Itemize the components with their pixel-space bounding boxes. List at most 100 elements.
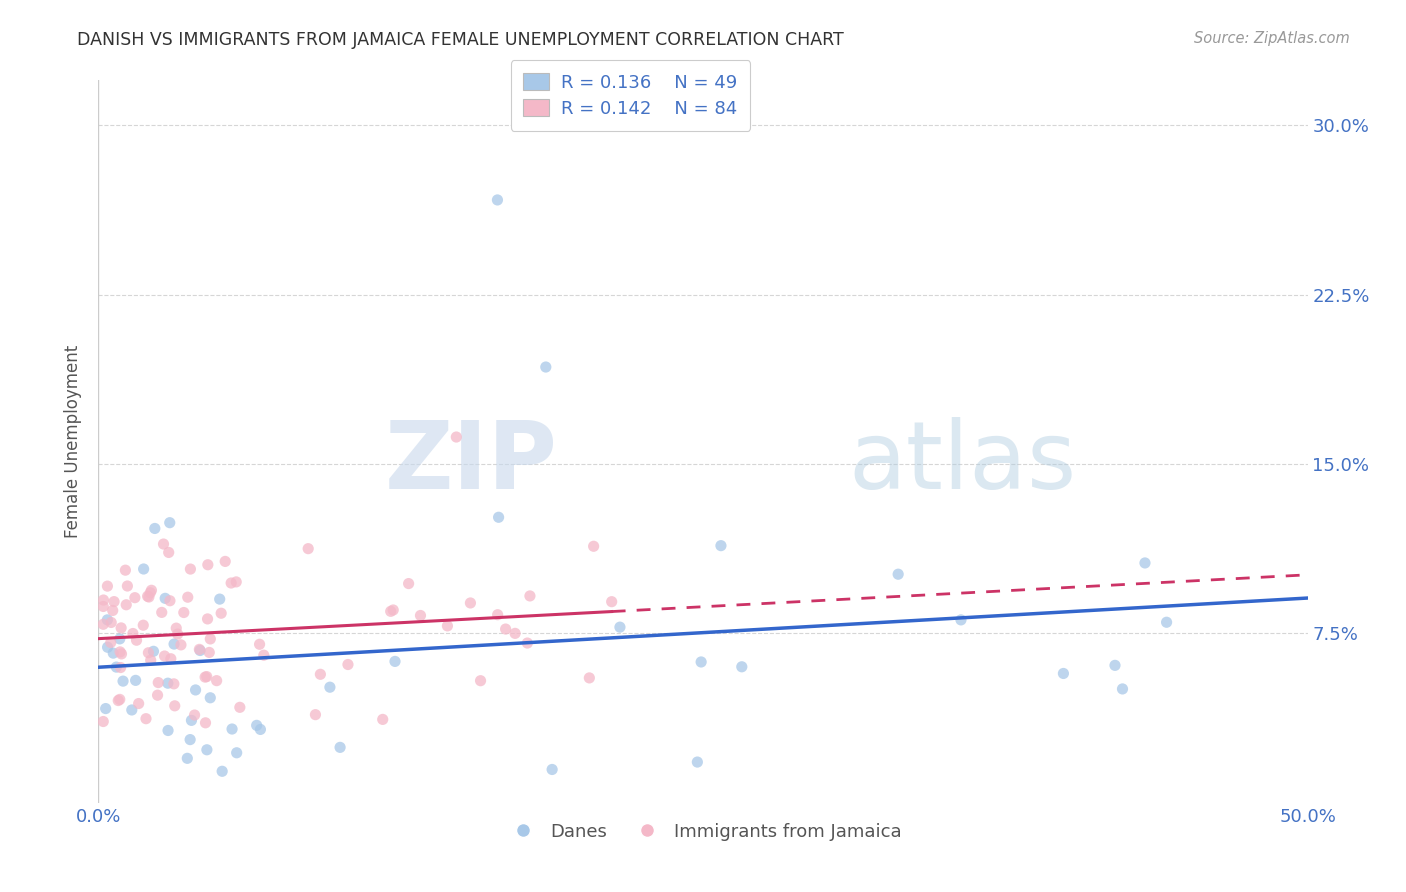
Point bbox=[170, 638, 193, 652]
Point bbox=[486, 607, 509, 622]
Point bbox=[731, 660, 754, 674]
Y-axis label: Female Unemployment: Female Unemployment bbox=[65, 345, 83, 538]
Point bbox=[470, 673, 492, 688]
Point bbox=[249, 637, 271, 651]
Point bbox=[146, 688, 169, 702]
Point bbox=[93, 593, 115, 607]
Point bbox=[219, 576, 242, 591]
Point bbox=[446, 430, 468, 444]
Point bbox=[198, 645, 221, 659]
Point bbox=[91, 714, 114, 729]
Point bbox=[319, 680, 342, 694]
Point bbox=[165, 621, 187, 635]
Point bbox=[384, 654, 406, 668]
Point bbox=[188, 642, 211, 657]
Point bbox=[108, 692, 131, 706]
Point bbox=[221, 722, 243, 736]
Point bbox=[139, 586, 162, 600]
Text: ZIP: ZIP bbox=[385, 417, 558, 509]
Point bbox=[132, 562, 155, 576]
Point bbox=[488, 510, 510, 524]
Point bbox=[166, 627, 188, 641]
Point bbox=[1156, 615, 1178, 630]
Point bbox=[309, 667, 332, 681]
Point bbox=[91, 617, 114, 632]
Point bbox=[582, 539, 605, 553]
Point bbox=[117, 579, 139, 593]
Point bbox=[486, 193, 509, 207]
Point bbox=[96, 579, 118, 593]
Point bbox=[1133, 556, 1156, 570]
Point bbox=[503, 626, 526, 640]
Point bbox=[100, 615, 122, 630]
Point bbox=[96, 613, 118, 627]
Point bbox=[121, 703, 143, 717]
Point bbox=[148, 675, 170, 690]
Point bbox=[153, 648, 176, 663]
Point bbox=[197, 558, 219, 572]
Point bbox=[128, 697, 150, 711]
Point bbox=[108, 645, 131, 659]
Point bbox=[214, 554, 236, 568]
Point bbox=[115, 598, 138, 612]
Point bbox=[159, 651, 181, 665]
Point bbox=[195, 743, 218, 757]
Point bbox=[176, 751, 198, 765]
Point bbox=[200, 632, 222, 646]
Point bbox=[179, 732, 201, 747]
Point bbox=[460, 596, 482, 610]
Point bbox=[329, 740, 352, 755]
Text: atlas: atlas bbox=[848, 417, 1077, 509]
Point bbox=[382, 603, 405, 617]
Point bbox=[887, 567, 910, 582]
Point bbox=[194, 715, 217, 730]
Point bbox=[686, 755, 709, 769]
Point bbox=[107, 693, 129, 707]
Point bbox=[157, 545, 180, 559]
Text: Source: ZipAtlas.com: Source: ZipAtlas.com bbox=[1194, 31, 1350, 46]
Point bbox=[143, 521, 166, 535]
Point bbox=[949, 613, 972, 627]
Point bbox=[103, 646, 125, 660]
Point bbox=[110, 647, 132, 661]
Point bbox=[112, 674, 135, 689]
Point bbox=[103, 594, 125, 608]
Point bbox=[179, 562, 201, 576]
Point bbox=[173, 606, 195, 620]
Point bbox=[100, 635, 122, 649]
Point bbox=[152, 537, 174, 551]
Point bbox=[138, 590, 160, 604]
Point bbox=[122, 626, 145, 640]
Point bbox=[159, 593, 181, 607]
Point bbox=[153, 591, 176, 606]
Point bbox=[229, 700, 252, 714]
Point bbox=[124, 673, 146, 688]
Point bbox=[188, 643, 211, 657]
Point bbox=[138, 646, 160, 660]
Point bbox=[197, 612, 219, 626]
Point bbox=[208, 592, 231, 607]
Point bbox=[135, 712, 157, 726]
Point bbox=[195, 670, 218, 684]
Point bbox=[380, 604, 402, 618]
Point bbox=[136, 589, 159, 603]
Point bbox=[200, 690, 222, 705]
Point bbox=[516, 636, 538, 650]
Point bbox=[336, 657, 359, 672]
Point bbox=[209, 606, 232, 620]
Point bbox=[94, 701, 117, 715]
Point bbox=[710, 539, 733, 553]
Point bbox=[194, 670, 217, 684]
Point bbox=[180, 714, 202, 728]
Point bbox=[150, 606, 173, 620]
Point bbox=[124, 591, 146, 605]
Point bbox=[304, 707, 326, 722]
Point bbox=[1052, 666, 1074, 681]
Point bbox=[211, 764, 233, 779]
Point bbox=[142, 644, 165, 658]
Legend: Danes, Immigrants from Jamaica: Danes, Immigrants from Jamaica bbox=[498, 815, 908, 848]
Point bbox=[141, 583, 163, 598]
Point bbox=[125, 633, 148, 648]
Point bbox=[436, 619, 458, 633]
Point bbox=[225, 746, 247, 760]
